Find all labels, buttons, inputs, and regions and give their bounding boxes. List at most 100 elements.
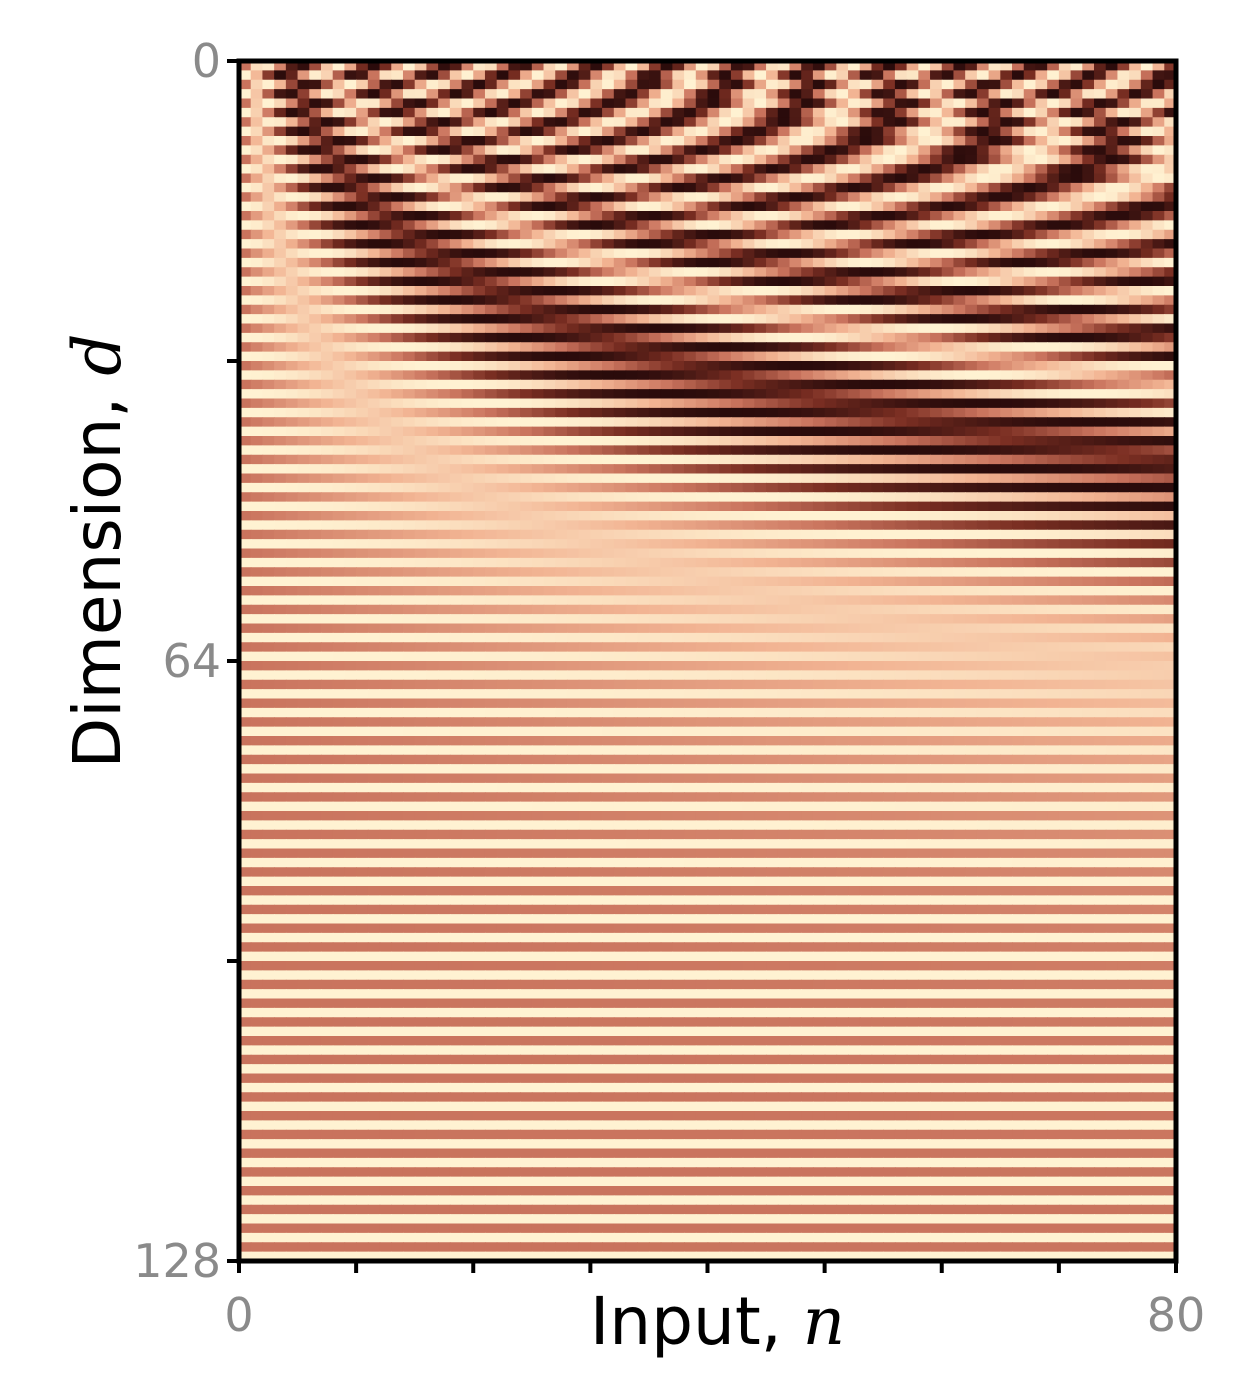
heatmap-cell	[602, 483, 615, 493]
heatmap-cell	[508, 267, 521, 277]
heatmap-cell	[754, 192, 767, 202]
heatmap-cell	[813, 492, 826, 502]
heatmap-cell	[754, 164, 767, 174]
heatmap-cell	[953, 511, 966, 521]
heatmap-cell	[497, 80, 510, 90]
heatmap-cell	[614, 633, 627, 643]
heatmap-cell	[825, 530, 838, 540]
heatmap-cell	[614, 230, 627, 240]
heatmap-cell	[262, 333, 275, 343]
heatmap-cell	[298, 145, 311, 155]
heatmap-cell	[637, 220, 650, 230]
heatmap-cell	[544, 286, 557, 296]
heatmap-cell	[485, 464, 498, 474]
heatmap-cell	[473, 427, 486, 437]
heatmap-cell	[731, 389, 744, 399]
heatmap-cell	[731, 474, 744, 484]
heatmap-cell	[1082, 614, 1095, 624]
heatmap-cell	[555, 267, 568, 277]
heatmap-cell	[356, 595, 369, 605]
heatmap-cell	[789, 474, 802, 484]
heatmap-cell	[766, 183, 779, 193]
heatmap-cell	[497, 445, 510, 455]
heatmap-cell	[344, 577, 357, 587]
heatmap-cell	[286, 511, 299, 521]
heatmap-cell	[1082, 145, 1095, 155]
heatmap-cell	[286, 558, 299, 568]
heatmap-cell	[754, 361, 767, 371]
heatmap-cell	[883, 164, 896, 174]
heatmap-cell	[391, 108, 404, 118]
heatmap-cell	[321, 230, 334, 240]
heatmap-cell	[544, 164, 557, 174]
heatmap-cell	[801, 145, 814, 155]
heatmap-cell	[871, 389, 884, 399]
heatmap-cell	[1047, 520, 1060, 530]
heatmap-cell	[462, 70, 475, 80]
heatmap-cell	[485, 174, 498, 184]
heatmap-cell	[485, 380, 498, 390]
heatmap-cell	[309, 295, 322, 305]
heatmap-cell	[813, 464, 826, 474]
heatmap-cell	[391, 314, 404, 324]
heatmap-cell	[1059, 342, 1072, 352]
heatmap-cell	[860, 117, 873, 127]
heatmap-cell	[368, 174, 381, 184]
heatmap-cell	[942, 220, 955, 230]
heatmap-cell	[871, 380, 884, 390]
heatmap-cell	[895, 89, 908, 99]
heatmap-cell	[438, 230, 451, 240]
heatmap-cell	[1000, 192, 1013, 202]
heatmap-cell	[1000, 89, 1013, 99]
heatmap-cell	[251, 267, 264, 277]
heatmap-cell	[579, 99, 592, 109]
heatmap-cell	[309, 445, 322, 455]
heatmap-cell	[403, 211, 416, 221]
heatmap-cell	[1129, 595, 1142, 605]
heatmap-cell	[1141, 474, 1154, 484]
heatmap-cell	[871, 502, 884, 512]
heatmap-cell	[754, 99, 767, 109]
heatmap-cell	[544, 633, 557, 643]
heatmap-cell	[848, 127, 861, 137]
heatmap-cell	[1000, 286, 1013, 296]
heatmap-cell	[508, 239, 521, 249]
heatmap-cell	[426, 586, 439, 596]
heatmap-cell	[825, 417, 838, 427]
heatmap-cell	[403, 483, 416, 493]
heatmap-cell	[309, 539, 322, 549]
heatmap-cell	[789, 89, 802, 99]
heatmap-cell	[953, 108, 966, 118]
heatmap-cell	[450, 380, 463, 390]
heatmap-row	[239, 249, 1177, 259]
heatmap-cell	[977, 230, 990, 240]
heatmap-cell	[942, 624, 955, 634]
heatmap-cell	[836, 624, 849, 634]
heatmap-cell	[696, 183, 709, 193]
heatmap-cell	[602, 117, 615, 127]
heatmap-cell	[977, 155, 990, 165]
heatmap-row	[239, 399, 1177, 409]
heatmap-cell	[567, 361, 580, 371]
heatmap-cell	[251, 549, 264, 559]
heatmap-cell	[766, 455, 779, 465]
heatmap-cell	[1094, 117, 1107, 127]
heatmap-cell	[438, 342, 451, 352]
heatmap-cell	[637, 267, 650, 277]
heatmap-cell	[672, 445, 685, 455]
heatmap-cell	[262, 417, 275, 427]
heatmap-cell	[262, 595, 275, 605]
heatmap-cell	[579, 633, 592, 643]
heatmap-cell	[626, 192, 639, 202]
heatmap-cell	[918, 511, 931, 521]
heatmap-cell	[1141, 155, 1154, 165]
heatmap-cell	[262, 249, 275, 259]
heatmap-cell	[1047, 464, 1060, 474]
heatmap-cell	[1094, 89, 1107, 99]
heatmap-cell	[801, 183, 814, 193]
heatmap-cell	[567, 436, 580, 446]
heatmap-cell	[403, 492, 416, 502]
heatmap-cell	[344, 389, 357, 399]
heatmap-row	[239, 455, 1177, 465]
heatmap-cell	[438, 605, 451, 615]
